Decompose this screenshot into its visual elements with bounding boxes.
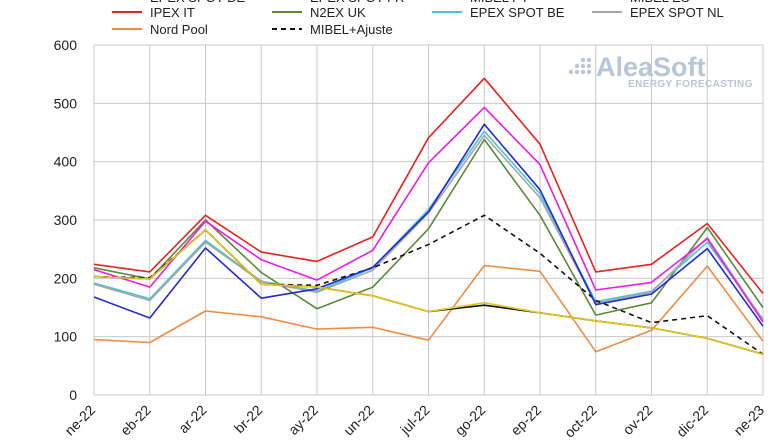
y-tick-label: 500 — [54, 95, 78, 111]
y-tick-label: 100 — [54, 329, 78, 345]
vertical-gridlines — [93, 45, 764, 395]
logo-dots-icon — [568, 57, 592, 75]
logo-name: AleaSoft — [596, 52, 706, 82]
series-line-epex-spot-de — [93, 123, 764, 327]
legend-top-label: MIBEL ES — [630, 0, 690, 5]
series-line-ipex-it — [93, 77, 764, 294]
legend-top-label: EPEX SPOT DE — [150, 0, 245, 5]
series-line-n2ex-uk — [93, 138, 764, 316]
x-tick-label: ay-22 — [285, 402, 321, 438]
x-tick-label: eb-22 — [117, 402, 154, 439]
x-tick-label: ne-23 — [730, 402, 767, 439]
legend-label: N2EX UK — [310, 5, 366, 20]
y-tick-label: 300 — [54, 212, 78, 228]
x-tick-label: oct-22 — [561, 402, 600, 440]
x-tick-label: un-22 — [340, 402, 377, 439]
x-axis-ticks: ne-22 eb-22 ar-22 br-22 ay-22 un-22 jul-22 go-2… — [61, 402, 767, 440]
x-tick-label: ar-22 — [175, 402, 210, 437]
y-tick-label: 0 — [69, 387, 77, 403]
aleasoft-logo: AleaSoft ENERGY FORECASTING — [568, 52, 753, 90]
legend: IPEX IT N2EX UK EPEX SPOT BE EPEX SPOT NL No… — [112, 5, 724, 37]
x-tick-label: br-22 — [231, 402, 266, 437]
legend-top-label: MIBEL PT — [470, 0, 529, 5]
x-tick-label: ep-22 — [507, 402, 544, 439]
legend-label: EPEX SPOT BE — [470, 5, 565, 20]
series-line-mibel-pt — [93, 229, 764, 355]
y-tick-label: 600 — [54, 37, 78, 53]
series-line-epex-spot-fr — [93, 106, 764, 323]
y-tick-label: 200 — [54, 270, 78, 286]
series-line-nord-pool — [93, 264, 764, 353]
legend-top-label: EPEX SPOT FR — [310, 0, 404, 5]
logo-tagline: ENERGY FORECASTING — [628, 79, 753, 90]
series-lines — [93, 77, 764, 355]
series-line-epex-spot-nl — [93, 134, 764, 321]
legend-label: Nord Pool — [150, 22, 208, 37]
legend-label: EPEX SPOT NL — [630, 5, 724, 20]
legend-label: MIBEL+Ajuste — [310, 22, 393, 37]
y-axis-ticks: 0 100 200 300 400 500 600 — [54, 37, 78, 403]
x-tick-label: ov-22 — [620, 402, 656, 438]
x-tick-label: ne-22 — [61, 402, 98, 439]
x-tick-label: dic-22 — [673, 402, 711, 440]
legend-label: IPEX IT — [150, 5, 195, 20]
x-tick-label: go-22 — [452, 402, 489, 439]
x-tick-label: jul-22 — [396, 402, 432, 438]
y-tick-label: 400 — [54, 154, 78, 170]
legend-top-row: EPEX SPOT DE EPEX SPOT FR MIBEL PT MIBEL ES — [150, 0, 690, 5]
